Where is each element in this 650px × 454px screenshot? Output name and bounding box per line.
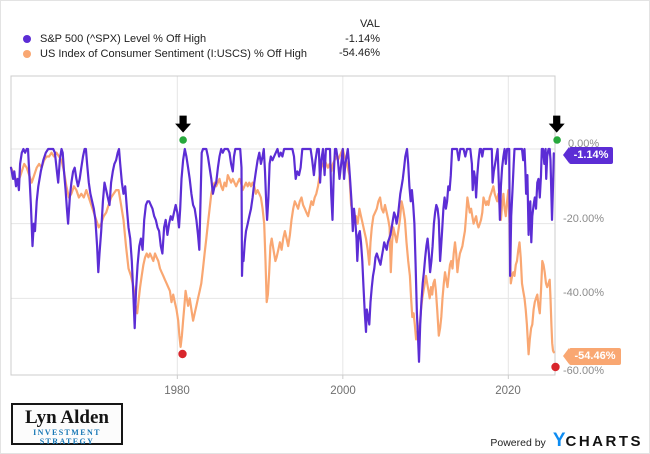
lyn-alden-logo-title: Lyn Alden xyxy=(25,407,109,428)
lyn-alden-logo-subtitle: INVESTMENT STRATEGY xyxy=(33,428,101,446)
y-axis-label-40: -40.00% xyxy=(563,287,604,299)
sp500-series-dot-icon xyxy=(23,34,31,43)
x-axis-label-2000: 2000 xyxy=(330,385,356,397)
sentiment-current-value-badge: -54.46% xyxy=(563,348,621,365)
sentiment-series-dot-icon xyxy=(23,49,31,58)
ycharts-logo-y-icon: Y xyxy=(552,430,566,451)
legend-item-sentiment: US Index of Consumer Sentiment (I:USCS) … xyxy=(23,47,307,60)
powered-by-text: Powered by xyxy=(490,437,546,449)
y-axis-label-20: -20.00% xyxy=(563,213,604,225)
x-axis-label-1980: 1980 xyxy=(164,385,190,397)
sentiment-series-label: US Index of Consumer Sentiment (I:USCS) … xyxy=(40,47,307,60)
sp500-series-value: -1.14% xyxy=(345,33,380,45)
sp500-series-label: S&P 500 (^SPX) Level % Off High xyxy=(40,32,207,45)
powered-by-ycharts: Powered by Y CHARTS xyxy=(490,430,643,452)
lyn-alden-logo: Lyn Alden INVESTMENT STRATEGY xyxy=(11,403,123,446)
ycharts-logo-text: CHARTS xyxy=(565,433,643,450)
sp500-current-value-badge: -1.14% xyxy=(563,147,613,164)
x-axis-label-2020: 2020 xyxy=(495,385,521,397)
legend-item-sp500: S&P 500 (^SPX) Level % Off High xyxy=(23,32,206,45)
sentiment-series-value: -54.46% xyxy=(339,47,380,59)
legend-val-header: VAL xyxy=(360,18,380,30)
y-axis-label-60: -60.00% xyxy=(563,365,604,377)
